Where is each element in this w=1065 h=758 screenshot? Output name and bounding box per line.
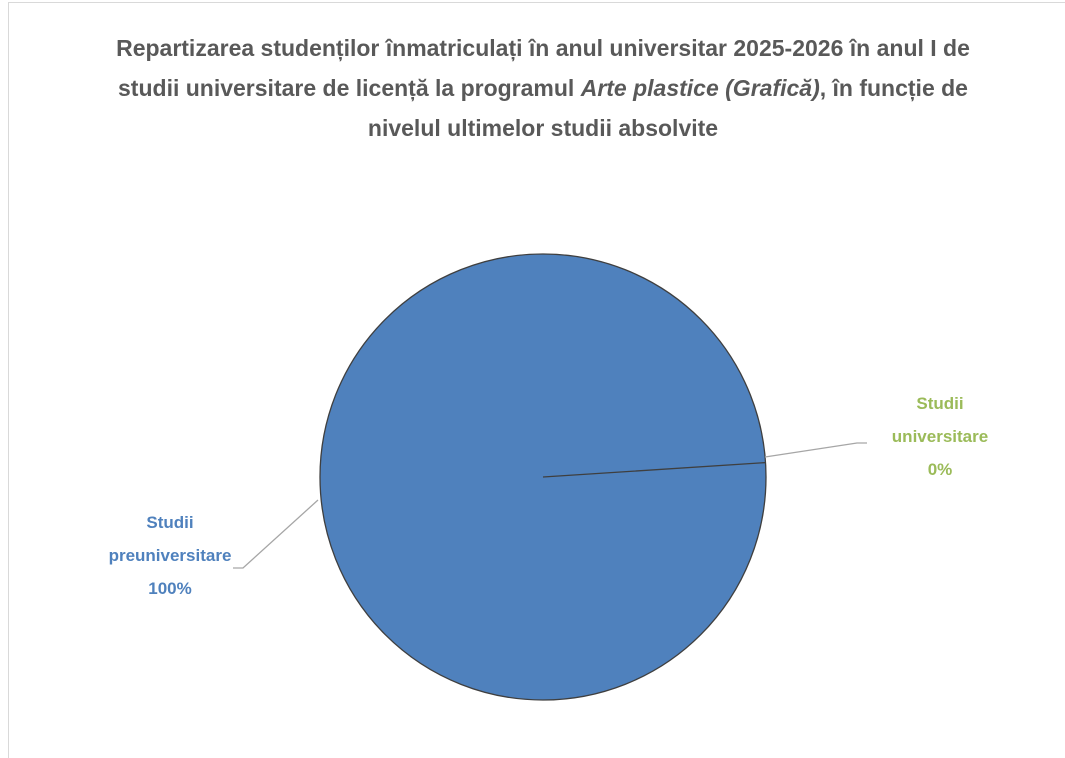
- chart-border: [8, 2, 1065, 758]
- category-label: Studii preuniversitare: [108, 513, 232, 565]
- title-run: Repartizarea studenților înmatriculați î…: [116, 35, 970, 101]
- data-label: Studii preuniversitare 100%: [95, 506, 245, 605]
- title-run: Arte plastice (Grafică): [580, 75, 820, 101]
- leader-line: [764, 442, 867, 458]
- pie-slice: [542, 461, 766, 478]
- value-label: 0%: [927, 460, 953, 479]
- category-label: Studii universitare: [891, 394, 989, 446]
- data-label: Studii universitare 0%: [870, 387, 1010, 486]
- title-run: , în funcție de nivelul ultimelor studii…: [367, 75, 968, 141]
- leader-line: [233, 499, 319, 569]
- value-label: 100%: [148, 579, 192, 598]
- chart-title: Repartizarea studenților înmatriculați î…: [108, 28, 978, 148]
